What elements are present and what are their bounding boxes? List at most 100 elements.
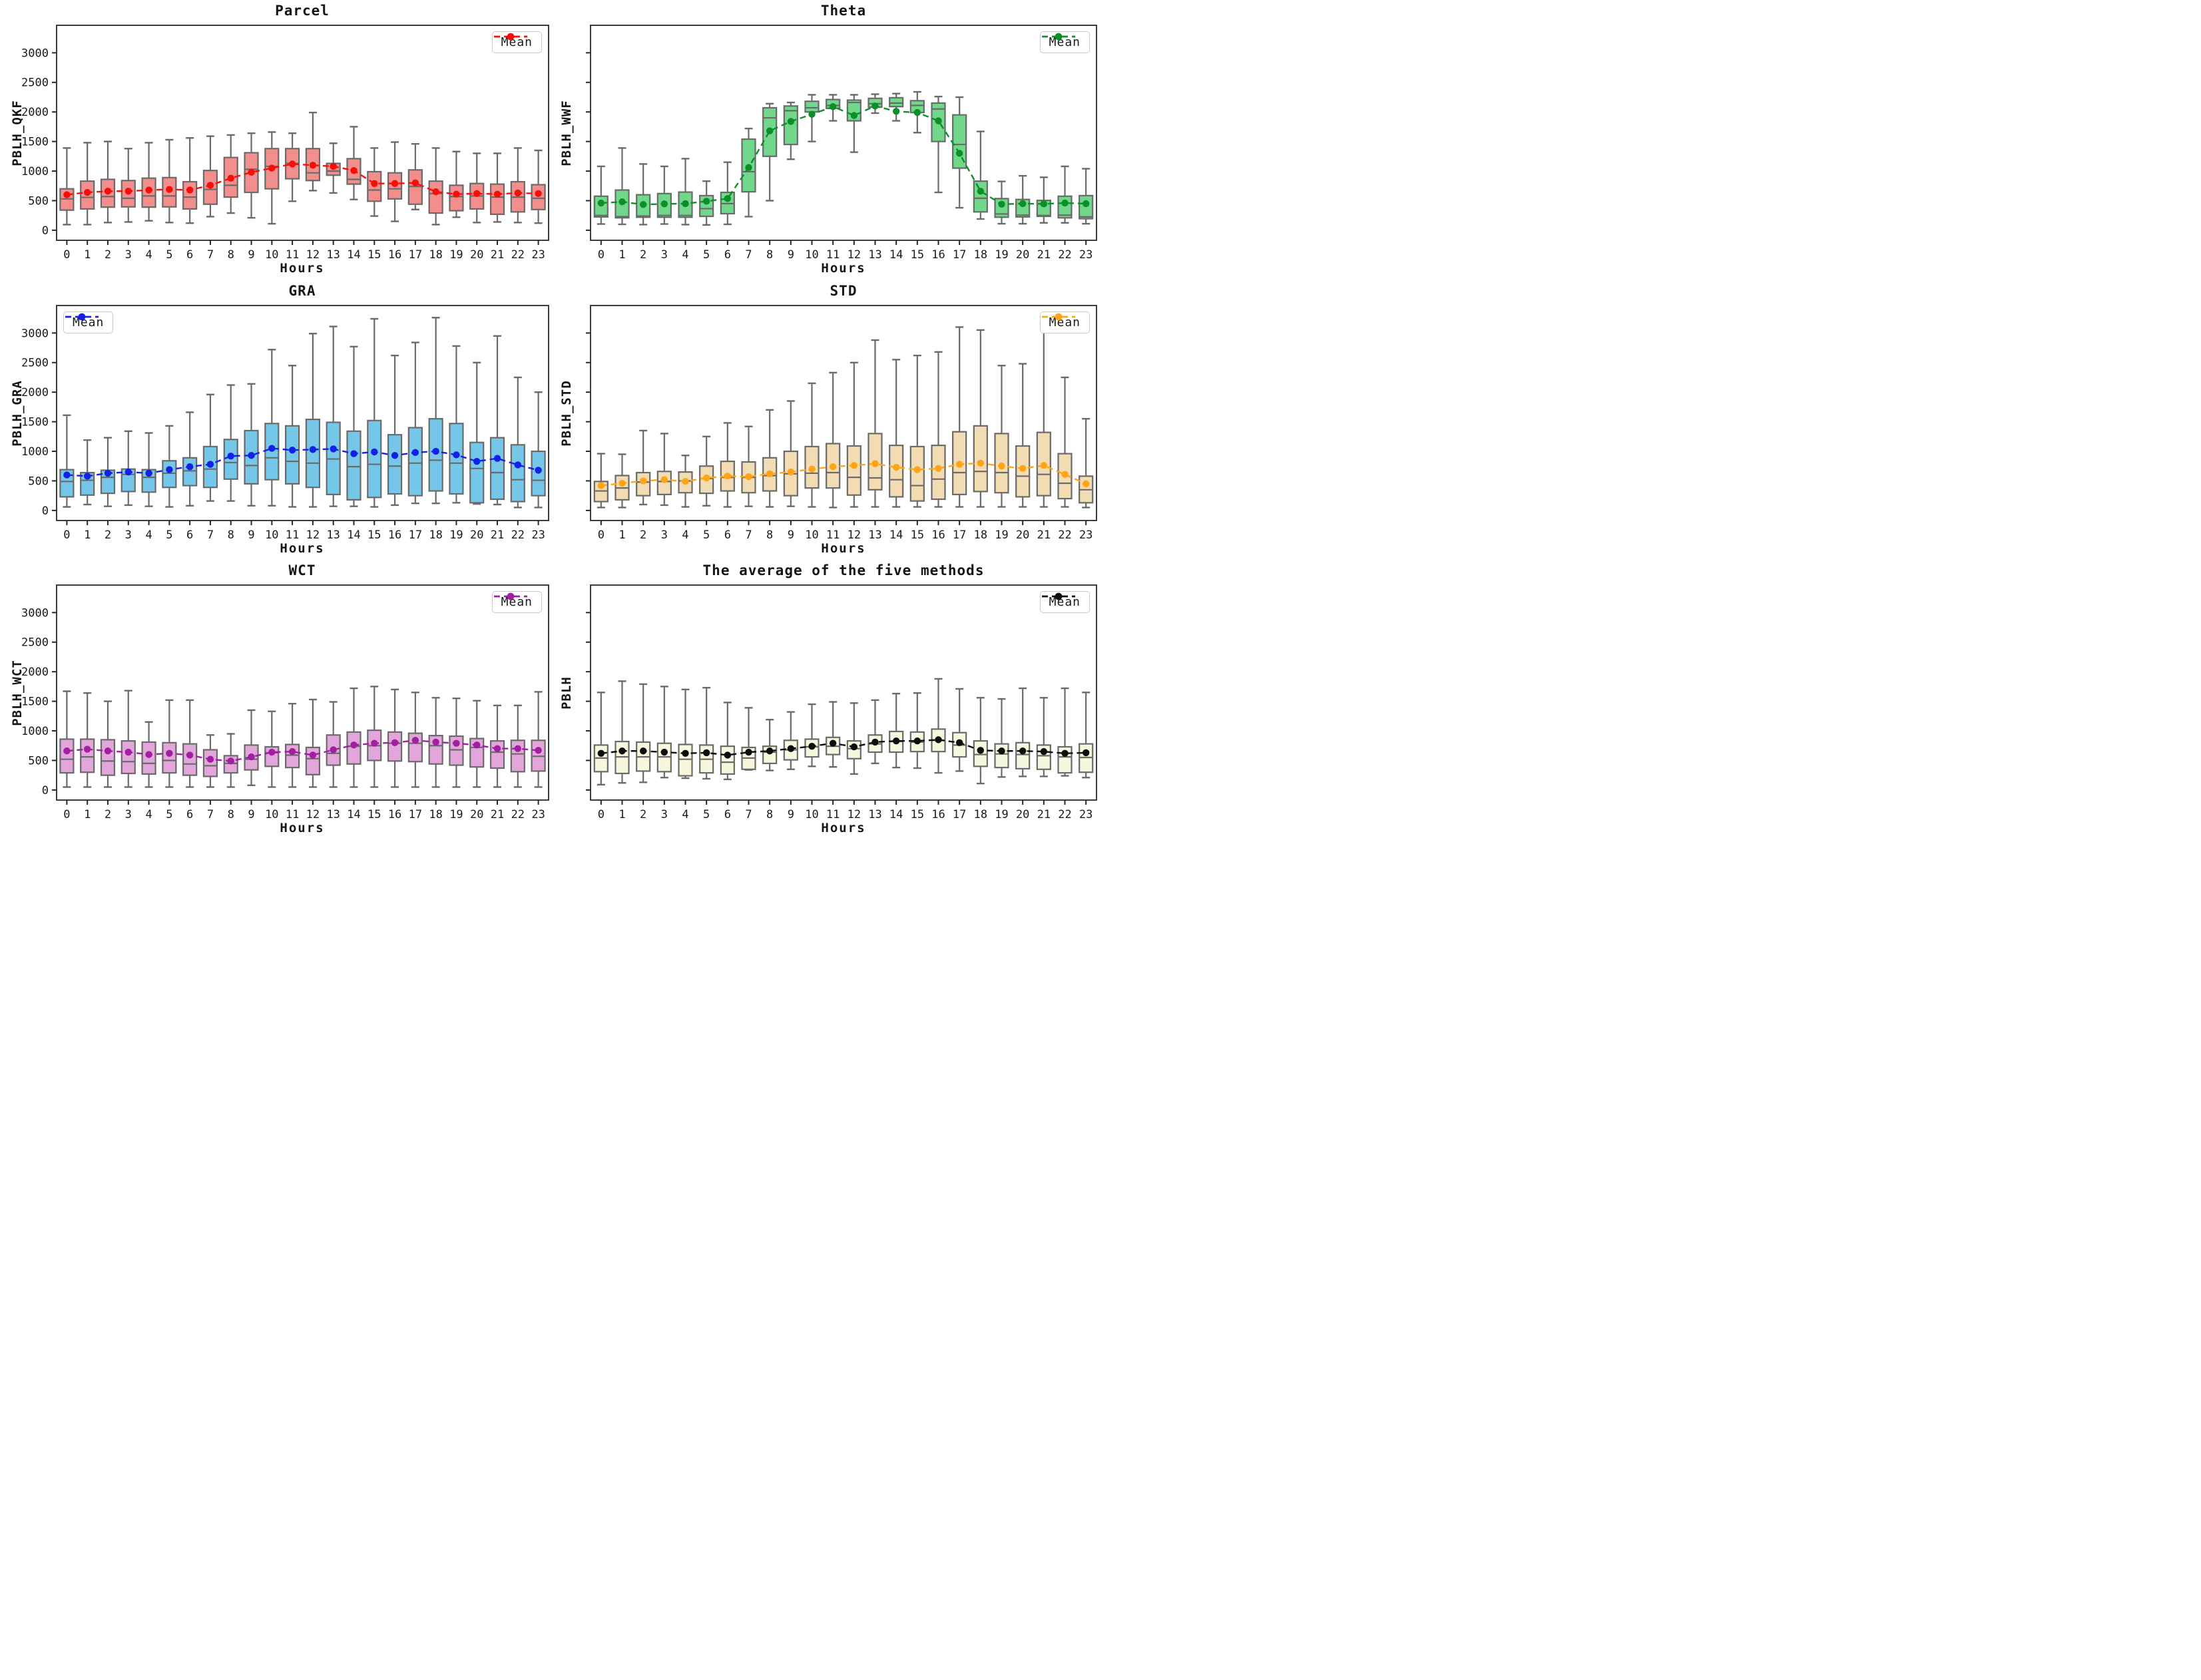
x-tick-label: 22 [511, 808, 525, 821]
mean-point-hour-18 [432, 738, 439, 746]
box-hour-17 [407, 427, 423, 497]
mean-point-hour-17 [411, 737, 419, 744]
mean-point-hour-5 [702, 749, 710, 757]
x-tick-label: 13 [868, 248, 881, 262]
mean-point-hour-5 [166, 749, 173, 757]
box-hour-6 [182, 457, 198, 487]
mean-point-hour-14 [892, 108, 900, 115]
box-hour-15 [909, 445, 925, 502]
mean-point-hour-2 [104, 188, 112, 195]
mean-point-hour-1 [618, 747, 626, 755]
mean-point-hour-23 [1082, 480, 1090, 488]
y-axis: 0 500 1000 1500 2000 2500 3000 [21, 327, 57, 518]
mean-point-hour-11 [829, 739, 837, 747]
mean-point-hour-22 [1061, 199, 1069, 207]
x-tick-label: 8 [228, 808, 234, 821]
mean-point-hour-17 [955, 739, 963, 747]
x-tick-label: 17 [409, 808, 422, 821]
x-tick-label: 14 [889, 248, 903, 262]
x-tick-label: 3 [125, 808, 132, 821]
x-tick-label: 19 [449, 248, 463, 262]
x-tick-label: 3 [125, 528, 132, 542]
mean-point-hour-13 [330, 445, 337, 453]
x-tick-label: 9 [788, 248, 794, 262]
plot-area: 0 1 2 3 4 5 6 7 8 9 10 11 12 13 14 15 16 17 18 19 20 21 22 23 [586, 25, 1097, 262]
mean-point-hour-16 [391, 452, 399, 459]
x-tick-label: 14 [347, 808, 360, 821]
mean-point-hour-12 [850, 462, 858, 469]
mean-marker-icon [1041, 33, 1075, 41]
x-tick-label: 6 [186, 248, 193, 262]
mean-point-hour-16 [391, 739, 399, 747]
box-hour-19 [449, 423, 464, 495]
mean-point-hour-18 [432, 447, 439, 455]
mean-point-hour-15 [371, 448, 378, 456]
x-tick-label: 13 [326, 528, 340, 542]
x-tick-label: 2 [105, 808, 111, 821]
mean-point-hour-19 [453, 451, 460, 459]
mean-point-hour-11 [829, 463, 837, 471]
x-tick-label: 0 [598, 528, 605, 542]
x-tick-label: 17 [953, 808, 966, 821]
legend: Mean [63, 312, 114, 333]
x-tick-label: 18 [429, 248, 442, 262]
mean-point-hour-6 [186, 186, 194, 194]
mean-point-hour-14 [892, 737, 900, 745]
mean-marker-icon [1041, 592, 1075, 600]
x-tick-label: 13 [868, 808, 881, 821]
box-hour-12 [305, 418, 320, 489]
mean-line [597, 736, 1090, 759]
mean-point-hour-2 [639, 747, 647, 755]
x-tick-label: 23 [531, 808, 545, 821]
x-tick-label: 21 [491, 248, 504, 262]
mean-point-hour-20 [473, 457, 481, 465]
mean-point-hour-11 [288, 747, 296, 755]
x-tick-label: 12 [848, 808, 861, 821]
mean-point-hour-5 [166, 186, 173, 193]
mean-point-hour-10 [808, 110, 816, 118]
x-tick-label: 15 [911, 808, 924, 821]
box-hour-17 [952, 114, 967, 169]
y-tick-label: 0 [42, 224, 49, 238]
box-hour-18 [428, 180, 443, 214]
mean-point-hour-8 [227, 757, 234, 765]
y-tick-label: 1500 [21, 136, 49, 149]
x-tick-label: 17 [409, 248, 422, 262]
mean-point-hour-3 [660, 200, 668, 208]
mean-point-hour-10 [268, 748, 276, 756]
mean-point-hour-0 [63, 471, 71, 479]
mean-point-hour-22 [1061, 471, 1069, 478]
x-tick-label: 2 [640, 808, 646, 821]
y-axis [586, 612, 591, 791]
mean-point-hour-17 [955, 150, 963, 157]
mean-point-hour-2 [104, 469, 112, 477]
mean-point-hour-18 [977, 188, 985, 195]
box-hour-23 [1079, 194, 1094, 220]
x-tick-label: 18 [974, 808, 987, 821]
panel-title: STD [830, 283, 857, 299]
x-tick-label: 11 [286, 808, 299, 821]
panel-title: Parcel [275, 3, 330, 19]
mean-point-hour-12 [309, 161, 317, 169]
x-tick-label: 13 [868, 528, 881, 542]
x-tick-label: 0 [598, 808, 605, 821]
mean-point-hour-21 [1040, 747, 1048, 755]
mean-point-hour-19 [998, 463, 1005, 470]
x-tick-label: 9 [788, 528, 794, 542]
y-tick-label: 3000 [21, 327, 49, 340]
mean-point-hour-17 [411, 179, 419, 187]
x-tick-label: 0 [598, 248, 605, 262]
x-tick-label: 21 [1037, 248, 1051, 262]
x-tick-label: 14 [889, 528, 903, 542]
mean-line [597, 459, 1090, 489]
y-tick-label: 1000 [21, 445, 49, 459]
mean-point-hour-9 [787, 118, 795, 125]
panel-gra: GRA PBLH_GRA 0 500 1000 1500 2000 2500 3000 0 1 2… [0, 280, 550, 560]
x-tick-label: 20 [1016, 808, 1029, 821]
mean-point-hour-22 [514, 461, 522, 469]
box-hour-3 [121, 740, 136, 775]
box-hour-16 [387, 731, 403, 762]
